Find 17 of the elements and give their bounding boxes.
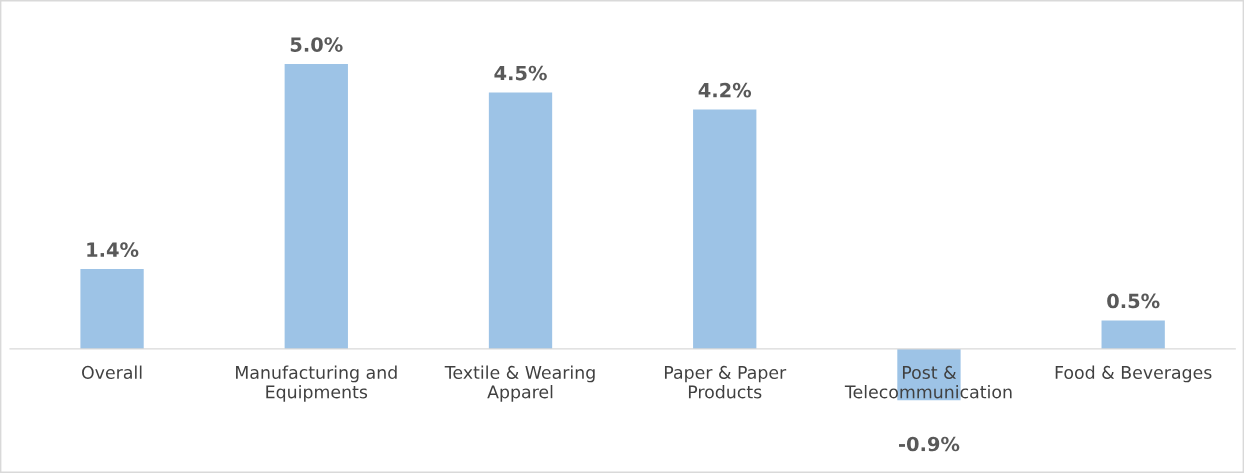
bar xyxy=(284,63,348,349)
x-tick-label: Overall xyxy=(82,365,142,379)
x-tick-label: Paper & Paper Products xyxy=(664,365,787,399)
bar xyxy=(693,109,757,349)
data-label: 4.2% xyxy=(698,82,752,98)
bar xyxy=(1101,320,1165,349)
data-label: 5.0% xyxy=(290,37,343,52)
x-tick-label: Manufacturing and Equipments xyxy=(236,365,397,402)
data-label: 1.4% xyxy=(87,242,139,258)
data-label: 4.5% xyxy=(494,65,547,81)
x-tick-label: Textile & Wearing Apparel xyxy=(444,365,595,402)
data-label: -0.9% xyxy=(899,436,960,452)
x-tick-label: Food & Beverages xyxy=(1055,365,1212,383)
bar xyxy=(488,92,553,349)
x-tick-label: Post & Telecommunication xyxy=(844,365,1012,399)
data-label: 0.5% xyxy=(1107,293,1160,309)
bar xyxy=(80,269,144,349)
